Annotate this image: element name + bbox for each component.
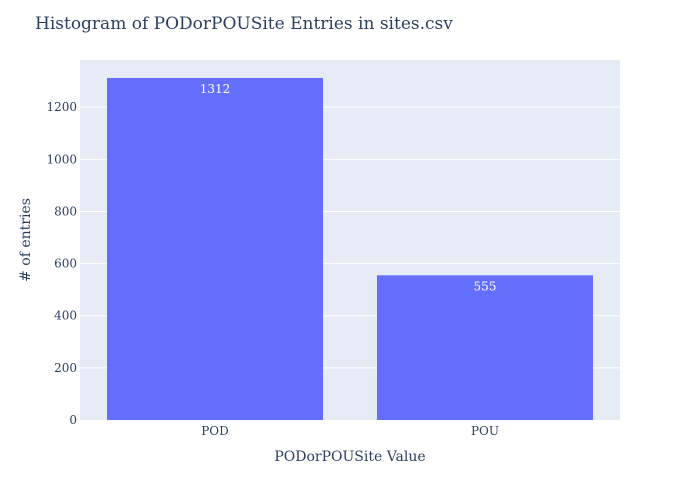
y-tick-label: 0 <box>69 413 77 427</box>
y-tick-label: 600 <box>54 257 77 271</box>
y-tick-label: 200 <box>54 361 77 375</box>
y-tick-label: 1200 <box>46 100 77 114</box>
x-axis-ticks: POD POU <box>201 424 499 438</box>
y-axis-title: # of entries <box>18 198 34 282</box>
y-tick-label: 400 <box>54 309 77 323</box>
x-tick-label-pod: POD <box>201 424 229 438</box>
bar-pou[interactable] <box>377 275 593 420</box>
data-label-pou: 555 <box>474 279 497 293</box>
bars <box>107 77 593 420</box>
y-tick-label: 1000 <box>46 152 77 166</box>
y-axis-ticks: 0 200 400 600 800 1000 1200 <box>46 100 77 427</box>
chart-title: Histogram of PODorPOUSite Entries in sit… <box>35 14 453 34</box>
data-label-pod: 1312 <box>200 82 231 96</box>
bar-pod[interactable] <box>107 77 323 420</box>
y-tick-label: 800 <box>54 204 77 218</box>
x-axis-title: PODorPOUSite Value <box>274 449 425 465</box>
data-labels: 1312 555 <box>200 82 497 293</box>
x-tick-label-pou: POU <box>471 424 499 438</box>
